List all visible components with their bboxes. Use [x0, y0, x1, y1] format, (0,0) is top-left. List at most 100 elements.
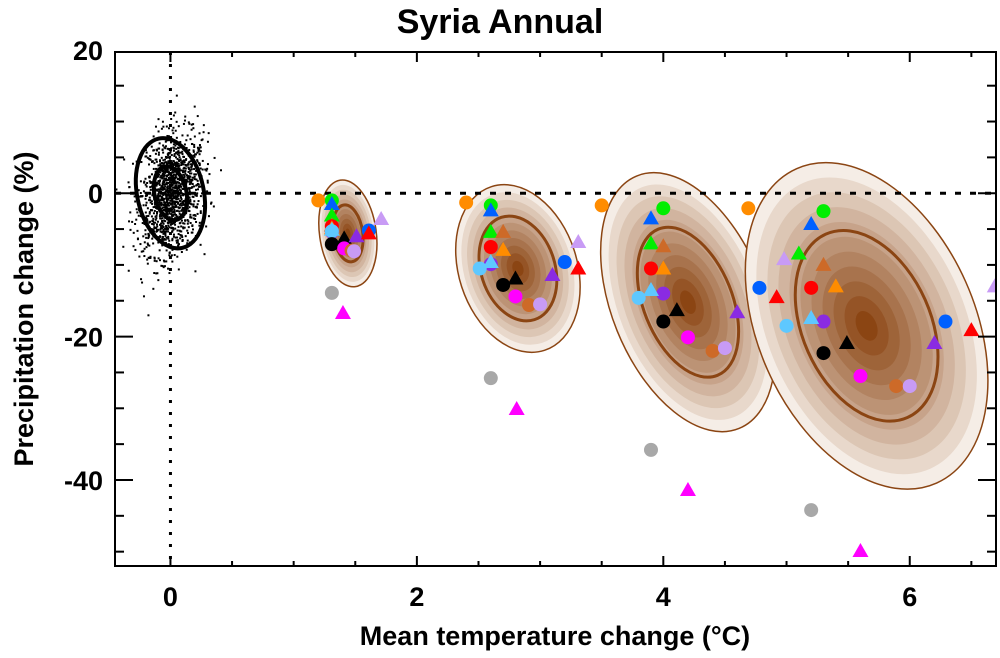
control-sample — [179, 183, 182, 186]
control-sample — [186, 239, 189, 242]
marker-green-triangle — [482, 223, 499, 238]
control-sample — [168, 220, 171, 223]
marker-red-circle — [804, 280, 819, 295]
control-sample — [207, 215, 210, 218]
control-sample — [148, 163, 151, 166]
control-sample — [170, 141, 173, 144]
control-sample — [188, 180, 191, 183]
control-sample — [185, 147, 188, 150]
control-sample — [162, 229, 165, 232]
control-sample — [188, 178, 191, 181]
control-sample — [159, 224, 162, 227]
control-sample — [145, 236, 148, 239]
marker-lilac-triangle — [986, 278, 996, 293]
control-sample — [193, 145, 196, 148]
control-sample — [174, 236, 177, 239]
control-sample — [186, 176, 189, 179]
control-sample — [183, 143, 186, 146]
control-sample — [168, 209, 171, 212]
control-sample — [151, 202, 154, 205]
control-sample — [209, 202, 212, 205]
control-sample — [157, 180, 160, 183]
control-sample — [167, 235, 170, 238]
control-sample — [165, 198, 168, 201]
control-sample — [163, 174, 166, 177]
control-sample — [181, 236, 184, 239]
x-axis-label: Mean temperature change (°C) — [360, 621, 750, 651]
control-sample — [131, 162, 134, 165]
control-sample — [149, 155, 152, 158]
control-sample — [165, 162, 168, 165]
marker-brown-circle — [522, 298, 537, 313]
control-sample — [184, 163, 187, 166]
control-sample — [167, 171, 170, 174]
control-sample — [168, 212, 171, 215]
control-sample — [173, 195, 176, 198]
control-sample — [167, 156, 170, 159]
control-sample — [206, 190, 209, 193]
marker-grey-circle — [804, 503, 819, 518]
control-sample — [151, 222, 154, 225]
control-sample — [171, 197, 174, 200]
y-tick-label: -40 — [64, 466, 103, 496]
control-sample — [167, 194, 170, 197]
control-sample — [188, 190, 191, 193]
marker-orange-circle — [594, 198, 609, 213]
control-sample — [194, 153, 197, 156]
control-sample — [145, 217, 148, 220]
control-sample — [170, 117, 173, 120]
control-sample — [212, 205, 215, 208]
control-sample — [167, 230, 170, 233]
control-sample — [139, 195, 142, 198]
control-sample — [177, 206, 180, 209]
control-sample — [146, 262, 149, 265]
control-sample — [158, 183, 161, 186]
control-sample — [166, 203, 169, 206]
control-sample — [176, 153, 179, 156]
control-sample — [195, 220, 198, 223]
control-sample — [140, 278, 143, 281]
control-sample — [158, 259, 161, 262]
control-sample — [175, 156, 178, 159]
marker-orange-circle — [459, 195, 474, 210]
control-sample — [190, 163, 193, 166]
control-sample — [132, 245, 135, 248]
marker-brown-triangle — [655, 238, 672, 253]
control-sample — [146, 258, 149, 261]
control-sample — [171, 178, 174, 181]
control-sample — [157, 151, 160, 154]
control-sample — [190, 172, 193, 175]
marker-green-triangle — [790, 245, 807, 260]
control-sample — [142, 204, 145, 207]
control-sample — [137, 214, 140, 217]
control-sample — [188, 196, 191, 199]
control-sample — [170, 147, 173, 150]
control-sample — [182, 122, 185, 125]
control-sample — [154, 221, 157, 224]
control-sample — [199, 243, 202, 246]
series-lightblue-circle — [324, 224, 794, 333]
control-sample — [178, 184, 181, 187]
control-sample — [163, 230, 166, 233]
control-sample — [191, 183, 194, 186]
control-sample — [180, 219, 183, 222]
control-sample — [169, 191, 172, 194]
control-sample — [159, 213, 162, 216]
marker-black-circle — [496, 277, 511, 292]
control-sample — [182, 206, 185, 209]
control-sample — [165, 139, 168, 142]
control-sample — [144, 211, 147, 214]
control-sample — [175, 136, 178, 139]
control-sample — [132, 231, 135, 234]
control-sample — [160, 204, 163, 207]
control-sample — [175, 209, 178, 212]
control-sample — [172, 149, 175, 152]
control-sample — [165, 190, 168, 193]
control-sample — [205, 225, 208, 228]
control-sample — [165, 195, 168, 198]
control-sample — [144, 233, 147, 236]
control-sample — [171, 208, 174, 211]
control-sample — [167, 189, 170, 192]
control-sample — [177, 150, 180, 153]
y-tick-label: 20 — [73, 36, 103, 66]
